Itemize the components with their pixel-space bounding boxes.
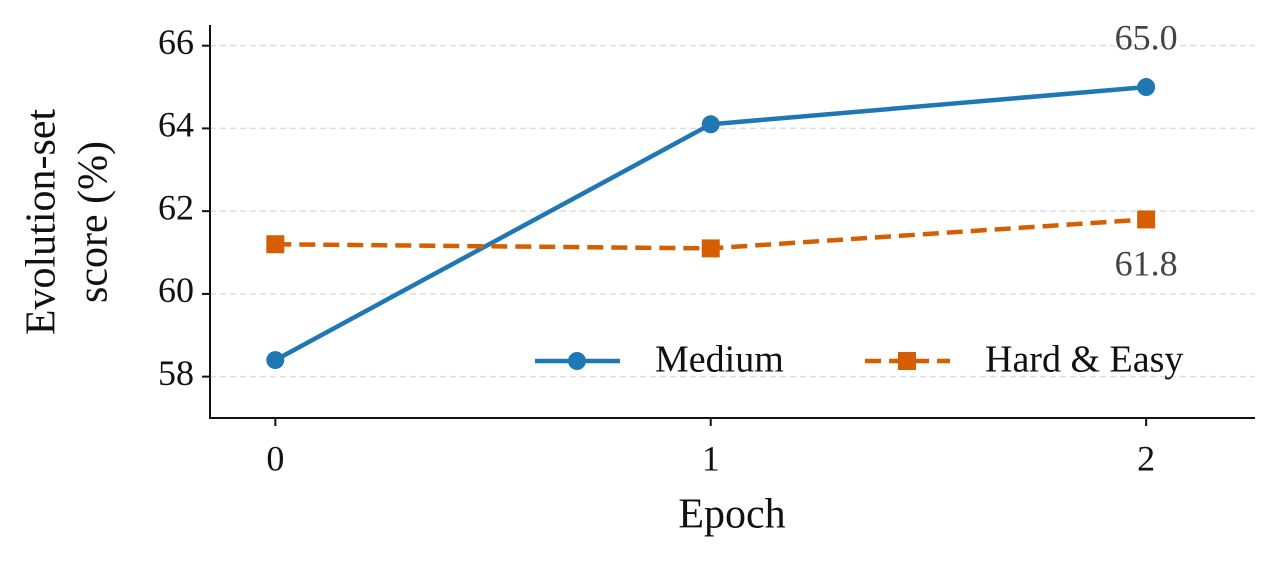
y-tick-label: 62	[158, 187, 194, 227]
legend-label: Medium	[655, 339, 784, 381]
marker	[1137, 210, 1156, 229]
marker	[266, 351, 285, 370]
marker	[701, 115, 720, 134]
axis-spine	[209, 25, 1255, 419]
x-axis-label: Epoch	[678, 492, 785, 538]
marker	[1137, 78, 1156, 97]
marker	[266, 235, 285, 254]
marker	[701, 239, 720, 258]
legend-label: Hard & Easy	[985, 339, 1183, 381]
marker	[898, 352, 916, 370]
y-axis-label: score (%)	[71, 141, 117, 303]
x-tick-label: 1	[702, 438, 720, 478]
y-tick-label: 64	[158, 105, 194, 145]
y-axis-label: Evolution-set	[19, 109, 65, 336]
value-label: 61.8	[1115, 244, 1178, 284]
x-tick-label: 0	[266, 438, 284, 478]
value-label: 65.0	[1115, 17, 1178, 57]
y-tick-label: 58	[158, 353, 194, 393]
y-tick-label: 66	[158, 22, 194, 62]
marker	[568, 352, 586, 370]
x-tick-label: 2	[1137, 438, 1155, 478]
y-tick-label: 60	[158, 270, 194, 310]
